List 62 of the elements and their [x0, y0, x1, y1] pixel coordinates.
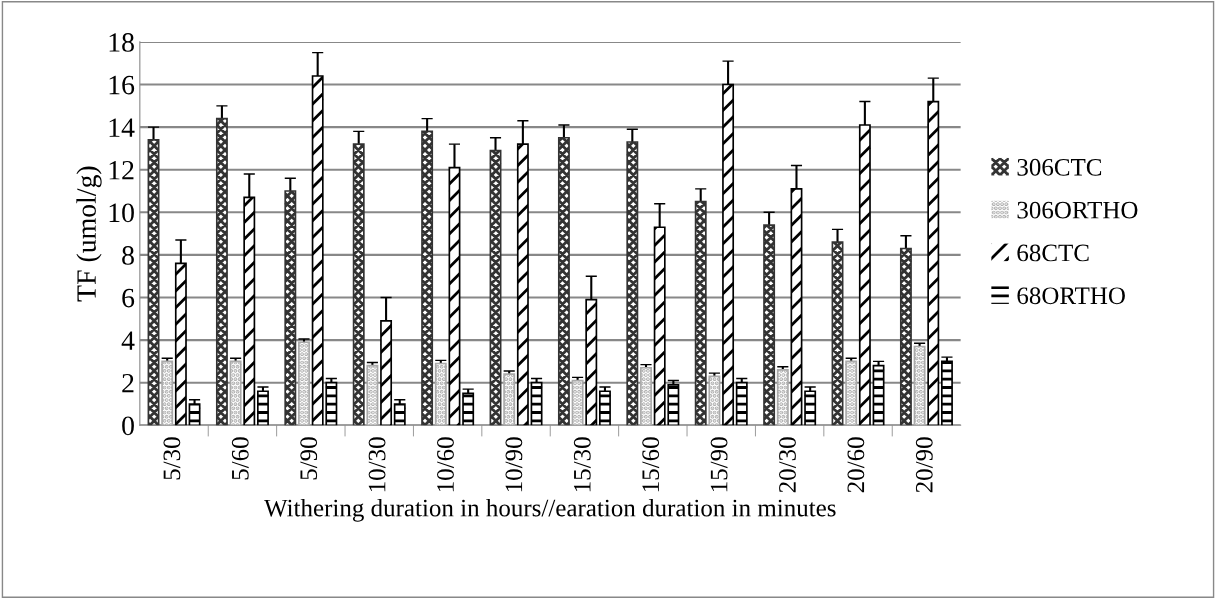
bar [694, 200, 707, 426]
bar [489, 149, 502, 426]
x-tick-label: 15/90 [710, 437, 728, 492]
bar [845, 360, 858, 426]
bar [598, 390, 611, 426]
y-axis-title: TF (umol/g) [76, 166, 102, 302]
bar [393, 403, 406, 426]
bar [147, 139, 160, 426]
x-tick-label: 10/90 [505, 437, 523, 492]
bar [229, 360, 242, 426]
bar [366, 364, 379, 426]
x-tick-label: 15/60 [642, 437, 660, 492]
y-tick-label: 12 [109, 160, 134, 180]
x-tick-label: 15/30 [573, 437, 591, 492]
bar [352, 143, 365, 426]
bar [940, 360, 953, 426]
legend-label: 306CTC [1017, 158, 1102, 176]
y-tick-label: 2 [122, 373, 134, 393]
bar [298, 341, 310, 426]
y-tick-label: 10 [109, 203, 134, 223]
x-tick-label: 20/60 [847, 437, 865, 493]
bar [557, 136, 570, 426]
bar [284, 190, 297, 426]
x-tick-label: 5/30 [163, 437, 181, 480]
bar [571, 379, 584, 426]
bar [776, 369, 789, 426]
bar [640, 366, 652, 426]
bar [161, 360, 174, 426]
y-tick-label: 18 [109, 33, 134, 52]
bar [215, 117, 228, 426]
y-tick-label: 8 [122, 246, 134, 265]
y-tick-label: 16 [109, 75, 135, 95]
x-tick-label: 20/30 [779, 437, 796, 493]
bar [804, 390, 817, 426]
bar [763, 224, 776, 426]
bar [708, 375, 721, 426]
bar [503, 373, 516, 426]
bar [913, 345, 926, 426]
bar [872, 364, 885, 426]
bar [421, 130, 434, 426]
bar [256, 390, 269, 426]
bar [735, 381, 748, 426]
legend-label: 68CTC [1017, 244, 1089, 262]
y-tick-label: 0 [122, 416, 134, 436]
bar [462, 392, 475, 426]
x-tick-label: 5/60 [231, 437, 249, 480]
x-axis-title: Withering duration in hours//earation duration in minutes [264, 498, 836, 522]
x-tick-label: 10/60 [437, 437, 454, 492]
x-tick-label: 5/90 [300, 437, 318, 480]
bar [899, 247, 912, 426]
bar [188, 403, 201, 426]
bar [831, 241, 844, 426]
y-tick-label: 14 [109, 118, 135, 137]
y-tick-label: 6 [122, 288, 135, 308]
y-tick-label: 4 [121, 331, 135, 350]
bar [530, 381, 543, 426]
legend-label: 306ORTHO [1017, 201, 1138, 219]
legend-label: 68ORTHO [1017, 287, 1125, 305]
bar [434, 362, 447, 426]
bar [626, 141, 639, 426]
x-tick-label: 20/90 [915, 437, 933, 493]
x-tick-label: 10/30 [368, 437, 386, 492]
